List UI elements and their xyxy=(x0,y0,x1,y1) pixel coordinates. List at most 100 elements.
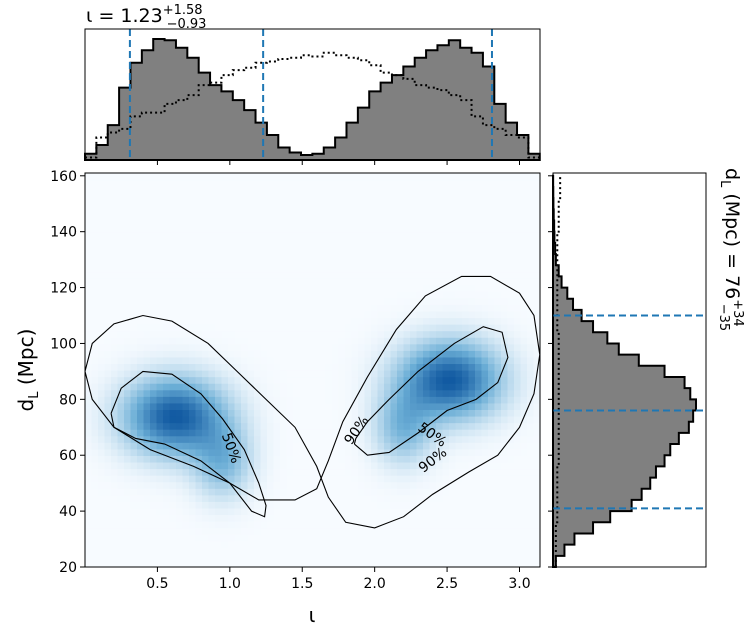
heatmap-cell xyxy=(442,534,450,542)
heatmap-cell xyxy=(163,547,171,555)
heatmap-cell xyxy=(254,356,262,365)
heatmap-cell xyxy=(351,297,359,305)
heatmap-cell xyxy=(117,501,125,509)
heatmap-cell xyxy=(377,442,385,450)
heatmap-cell xyxy=(117,370,125,378)
heatmap-cell xyxy=(345,409,353,417)
heatmap-cell xyxy=(468,186,476,194)
y-tick-label: 140 xyxy=(50,225,77,241)
heatmap-cell xyxy=(124,461,132,470)
heatmap-cell xyxy=(494,232,502,240)
heatmap-cell xyxy=(260,186,268,194)
heatmap-cell xyxy=(364,350,372,358)
heatmap-cell xyxy=(189,415,197,424)
heatmap-cell xyxy=(429,396,437,404)
heatmap-cell xyxy=(481,186,489,194)
heatmap-cell xyxy=(371,521,379,529)
heatmap-cell xyxy=(293,383,301,391)
heatmap-cell xyxy=(98,442,106,450)
heatmap-cell xyxy=(280,514,288,522)
heatmap-cell xyxy=(475,218,483,227)
heatmap-cell xyxy=(208,284,216,292)
heatmap-cell xyxy=(494,461,502,470)
heatmap-cell xyxy=(345,291,353,299)
heatmap-cell xyxy=(286,212,294,220)
heatmap-cell xyxy=(130,343,138,351)
heatmap-cell xyxy=(202,409,210,417)
heatmap-cell xyxy=(247,402,255,410)
heatmap-cell xyxy=(494,553,502,562)
heatmap-cell xyxy=(156,232,164,240)
heatmap-cell xyxy=(124,356,132,365)
heatmap-cell xyxy=(475,245,483,253)
heatmap-cell xyxy=(293,534,301,542)
heatmap-cell xyxy=(260,356,268,365)
heatmap-cell xyxy=(169,501,177,509)
heatmap-cell xyxy=(397,324,405,332)
heatmap-cell xyxy=(273,481,281,489)
heatmap-cell xyxy=(195,173,203,181)
heatmap-cell xyxy=(286,330,294,338)
heatmap-cell xyxy=(488,238,496,246)
heatmap-cell xyxy=(481,258,489,266)
heatmap-cell xyxy=(319,402,327,410)
heatmap-cell xyxy=(91,409,99,417)
heatmap-cell xyxy=(241,232,249,240)
heatmap-cell xyxy=(462,429,470,437)
heatmap-cell xyxy=(429,350,437,358)
heatmap-cell xyxy=(85,547,93,555)
heatmap-cell xyxy=(416,501,424,509)
heatmap-cell xyxy=(481,370,489,378)
heatmap-cell xyxy=(156,435,164,443)
heatmap-cell xyxy=(286,468,294,476)
heatmap-cell xyxy=(169,205,177,213)
heatmap-cell xyxy=(494,455,502,463)
heatmap-cell xyxy=(514,494,522,502)
heatmap-cell xyxy=(195,297,203,305)
heatmap-cell xyxy=(124,481,132,489)
heatmap-cell xyxy=(91,383,99,391)
heatmap-cell xyxy=(254,488,262,496)
heatmap-cell xyxy=(384,422,392,430)
heatmap-cell xyxy=(299,448,307,456)
heatmap-cell xyxy=(299,232,307,240)
heatmap-cell xyxy=(338,225,346,233)
heatmap-cell xyxy=(169,514,177,522)
heatmap-cell xyxy=(163,448,171,456)
heatmap-cell xyxy=(332,212,340,220)
heatmap-cell xyxy=(195,448,203,456)
heatmap-cell xyxy=(514,370,522,378)
heatmap-cell xyxy=(150,278,158,286)
heatmap-cell xyxy=(514,534,522,542)
heatmap-cell xyxy=(520,284,528,292)
heatmap-cell xyxy=(111,370,119,378)
heatmap-cell xyxy=(215,475,223,483)
heatmap-cell xyxy=(351,415,359,424)
heatmap-cell xyxy=(130,514,138,522)
heatmap-cell xyxy=(436,429,444,437)
heatmap-cell xyxy=(442,422,450,430)
heatmap-cell xyxy=(143,317,151,325)
heatmap-cell xyxy=(501,271,509,279)
heatmap-cell xyxy=(117,278,125,286)
heatmap-cell xyxy=(507,212,515,220)
heatmap-cell xyxy=(137,232,145,240)
heatmap-cell xyxy=(312,415,320,424)
heatmap-cell xyxy=(481,271,489,279)
heatmap-cell xyxy=(338,521,346,529)
heatmap-cell xyxy=(423,507,431,516)
heatmap-cell xyxy=(202,317,210,325)
heatmap-cell xyxy=(468,278,476,286)
heatmap-cell xyxy=(429,232,437,240)
heatmap-cell xyxy=(195,350,203,358)
heatmap-cell xyxy=(371,376,379,384)
heatmap-cell xyxy=(280,232,288,240)
heatmap-cell xyxy=(163,343,171,351)
heatmap-cell xyxy=(449,258,457,266)
heatmap-cell xyxy=(254,370,262,378)
heatmap-cell xyxy=(182,179,190,187)
heatmap-cell xyxy=(176,435,184,443)
heatmap-cell xyxy=(520,547,528,555)
heatmap-cell xyxy=(481,402,489,410)
heatmap-cell xyxy=(397,251,405,259)
